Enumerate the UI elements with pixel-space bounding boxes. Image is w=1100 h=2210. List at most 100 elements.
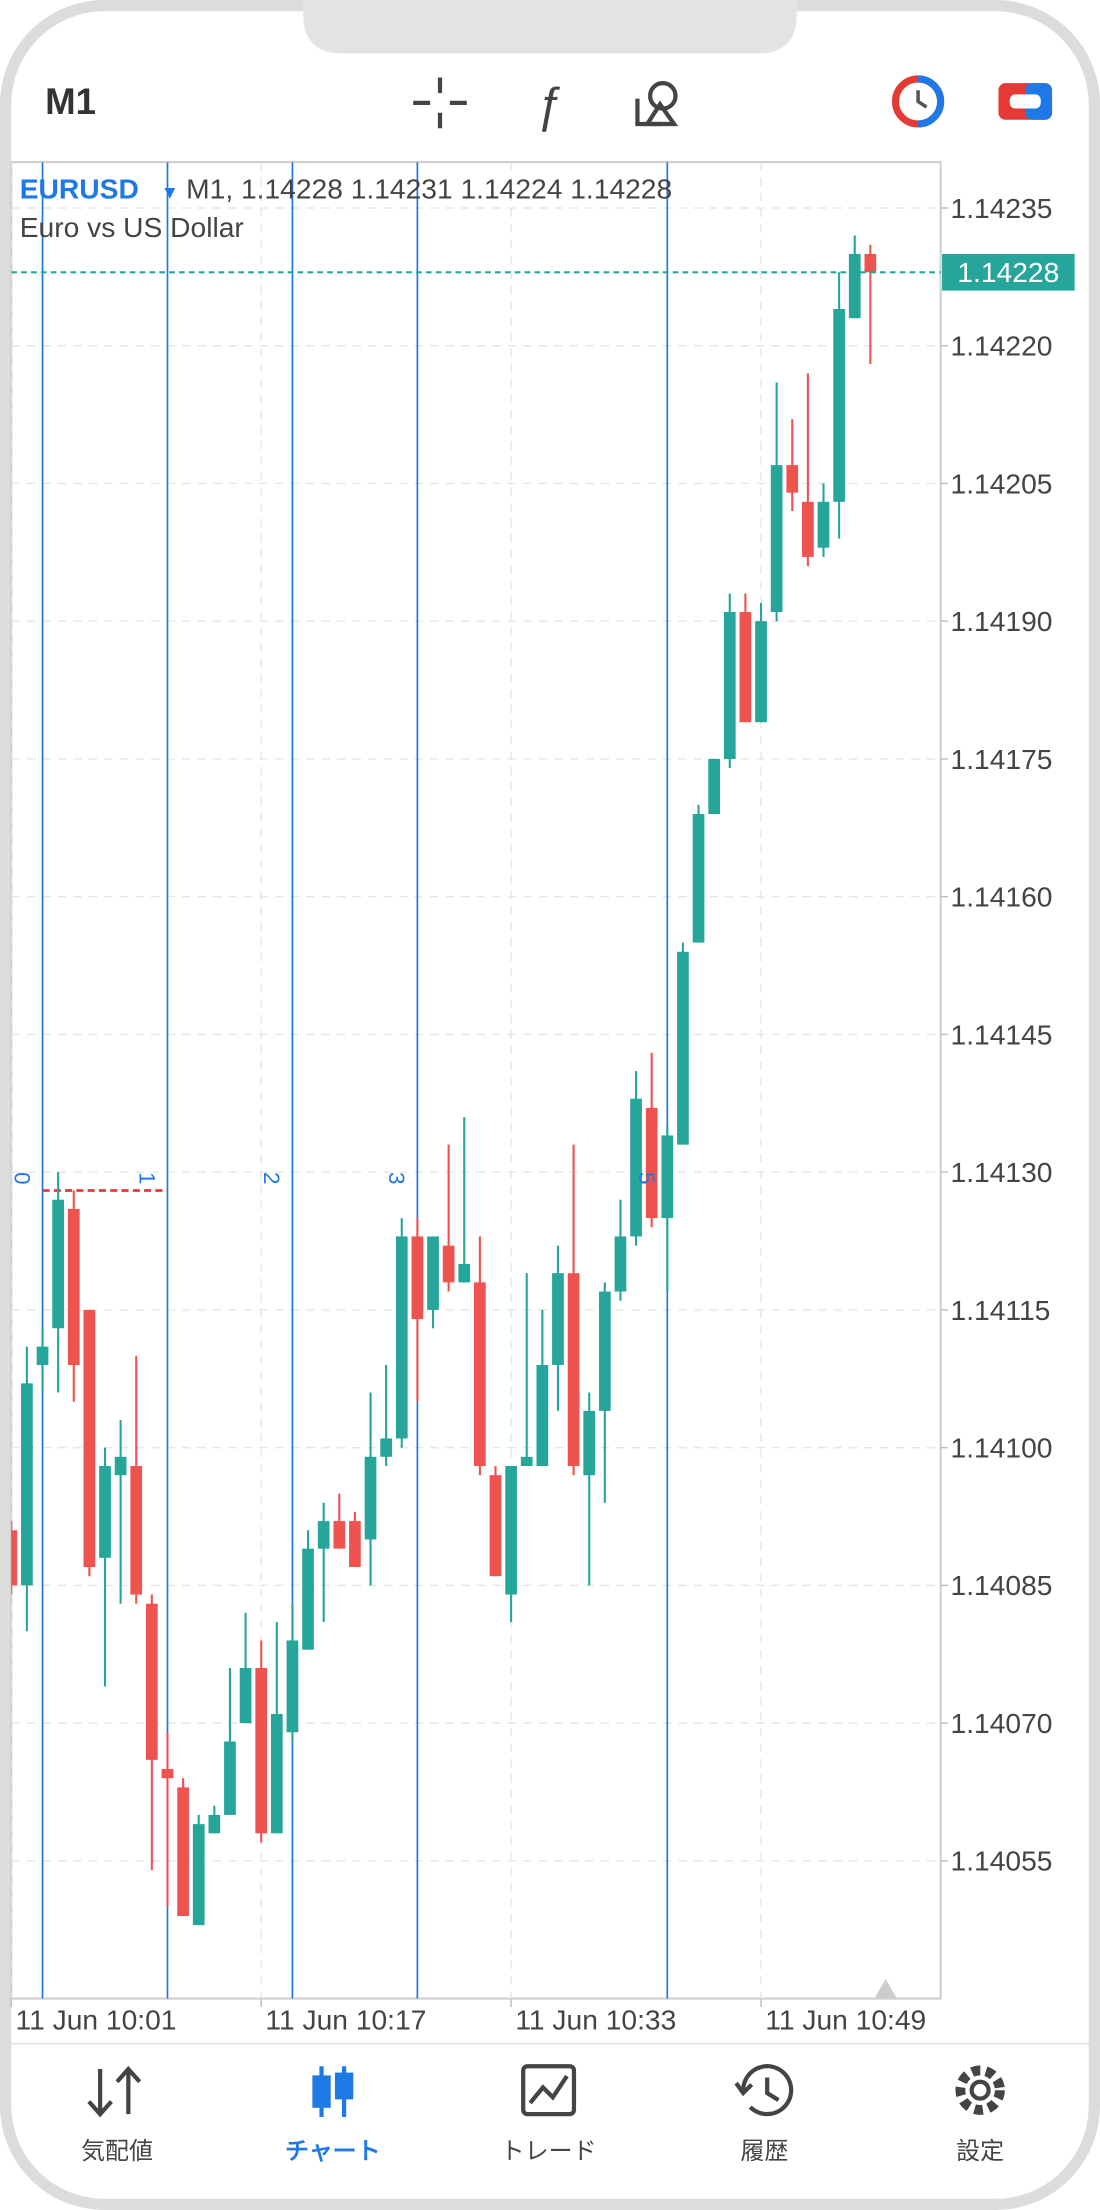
candle-body (489, 1475, 502, 1577)
candle-body (833, 309, 845, 502)
nav-label[interactable]: チャート (285, 2138, 381, 2165)
candle-body (802, 501, 814, 557)
candle-body (598, 1291, 611, 1411)
candle-body (755, 621, 767, 723)
x-tick-label: 11 Jun 10:49 (765, 2004, 926, 2036)
candle-body (67, 1208, 80, 1365)
candle-body (239, 1668, 252, 1724)
candle-body (11, 1530, 18, 1586)
candle-body (645, 1107, 658, 1219)
y-tick-label: 1.14085 (951, 1569, 1053, 1601)
candle-body (208, 1814, 221, 1834)
y-tick-label: 1.14175 (951, 743, 1053, 775)
time-zone-label: 0 (9, 1172, 34, 1185)
candle-body (224, 1741, 236, 1815)
candle-body (505, 1465, 517, 1595)
candle-body (270, 1713, 283, 1834)
candle-body (192, 1824, 205, 1926)
y-tick-label: 1.14235 (951, 192, 1053, 224)
y-tick-label: 1.14130 (951, 1156, 1053, 1188)
y-tick-label: 1.14055 (951, 1845, 1053, 1877)
candle-body (442, 1245, 455, 1283)
candle-body (848, 253, 861, 319)
candle-body (21, 1383, 33, 1586)
candle-body (739, 612, 752, 723)
candle-body (395, 1236, 408, 1439)
candle-body (661, 1135, 674, 1219)
chart-icon[interactable] (312, 2066, 354, 2117)
symbol-dropdown[interactable]: ▼ (161, 182, 179, 203)
nav-label[interactable]: トレード (501, 2138, 597, 2165)
candle-body (317, 1521, 330, 1549)
notch (303, 0, 797, 54)
candle-body (114, 1456, 127, 1476)
one-click-icon[interactable] (998, 83, 1053, 120)
settings-icon[interactable] (955, 2065, 1005, 2115)
candle-body (583, 1410, 596, 1476)
candle-body (677, 951, 689, 1145)
candle-body (255, 1668, 268, 1834)
symbol-description: Euro vs US Dollar (20, 211, 244, 243)
candle-body (364, 1456, 377, 1540)
last-price-label: 1.14228 (957, 256, 1059, 288)
nav-label[interactable]: 履歴 (740, 2138, 788, 2165)
x-tick-label: 11 Jun 10:17 (265, 2004, 426, 2036)
history-icon[interactable] (734, 2064, 794, 2117)
x-tick-label: 11 Jun 10:01 (16, 2004, 177, 2036)
y-tick-label: 1.14160 (951, 881, 1053, 913)
symbol-info: M1, 1.14228 1.14231 1.14224 1.14228 (186, 173, 672, 205)
candle-body (146, 1603, 158, 1760)
symbol[interactable]: EURUSD (20, 173, 139, 205)
candle-body (552, 1273, 564, 1365)
nav-bar: 気配値 チャート トレード 履歴 設定 (81, 2138, 1004, 2165)
y-tick-label: 1.14220 (951, 330, 1053, 362)
nav-label[interactable]: 気配値 (81, 2138, 153, 2165)
candle-body (630, 1098, 642, 1237)
y-tick-label: 1.14115 (951, 1294, 1051, 1326)
candle-body (614, 1236, 627, 1292)
timeframe[interactable]: M1 (45, 81, 96, 122)
candle-body (302, 1548, 314, 1650)
plot-area (11, 162, 941, 1999)
candle-body (786, 465, 799, 493)
time-zone-label: 1 (134, 1172, 159, 1185)
candle-body (36, 1346, 49, 1365)
objects-icon[interactable] (635, 81, 679, 127)
candle-body (864, 253, 877, 273)
candle-body (83, 1309, 96, 1568)
candle-body (349, 1521, 361, 1568)
scroll-marker[interactable] (874, 1978, 897, 1999)
candle-body (723, 612, 736, 759)
time-zone-label: 3 (384, 1172, 409, 1185)
x-tick-label: 11 Jun 10:33 (515, 2004, 676, 2036)
y-tick-label: 1.14205 (951, 467, 1053, 499)
quotes-icon[interactable] (87, 2065, 142, 2118)
candle-body (427, 1236, 439, 1310)
candle-body (708, 758, 721, 815)
trade-icon[interactable] (521, 2064, 577, 2117)
candle-body (99, 1465, 111, 1558)
candle-body (770, 465, 783, 613)
candle-body (411, 1236, 424, 1320)
y-tick-label: 1.14100 (951, 1432, 1053, 1464)
candle-body (474, 1282, 486, 1466)
candle-body (130, 1465, 143, 1595)
candle-body (52, 1199, 64, 1329)
crosshair-icon[interactable] (413, 77, 467, 129)
candle-body (161, 1769, 174, 1779)
trade-signal-icon[interactable] (891, 75, 945, 128)
candle-body (380, 1438, 393, 1457)
candle-body (286, 1640, 299, 1733)
candle-body (692, 814, 705, 943)
time-zone-label: 5 (634, 1172, 659, 1185)
candle-body (458, 1263, 471, 1283)
y-tick-label: 1.14145 (951, 1018, 1053, 1050)
candle-body (520, 1456, 533, 1466)
last-price-box (942, 253, 1075, 291)
indicator-icon[interactable]: ƒ (535, 79, 562, 132)
time-zone-label: 2 (259, 1172, 284, 1185)
nav-label[interactable]: 設定 (956, 2138, 1004, 2165)
